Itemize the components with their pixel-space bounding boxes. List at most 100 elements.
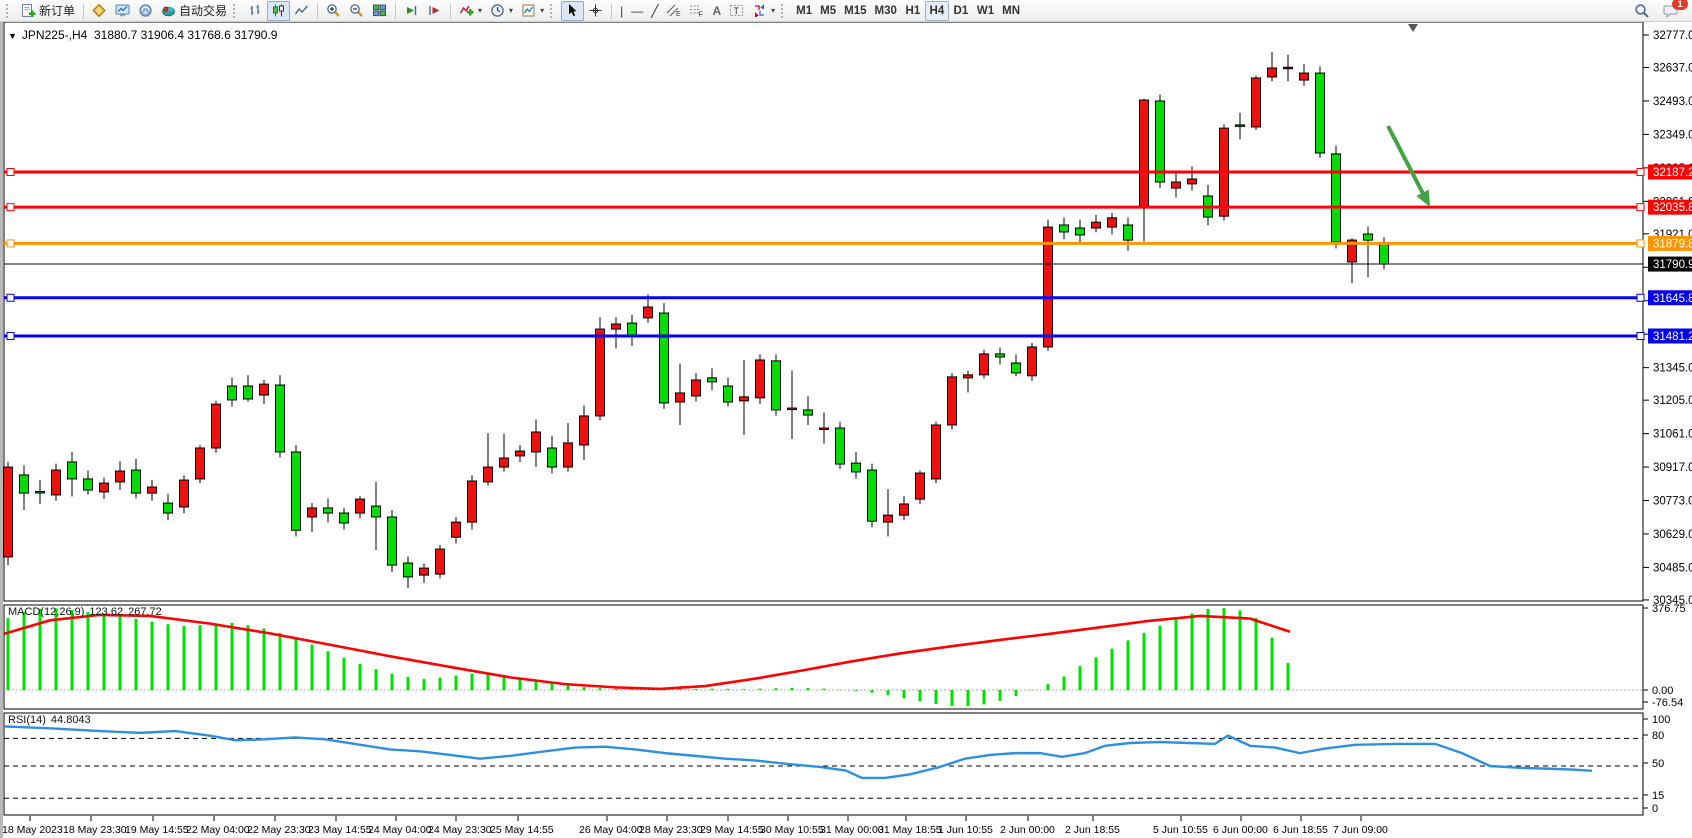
timeframe-h1-button[interactable]: H1 [901, 1, 925, 21]
market-watch-button[interactable] [111, 1, 134, 21]
candlestick[interactable] [1171, 181, 1181, 189]
chart-dropdown-icon[interactable]: ▼ [8, 31, 17, 41]
toolbar-grip[interactable] [233, 3, 240, 18]
indicators-button[interactable]: ▾ [455, 1, 486, 21]
candlestick[interactable] [115, 470, 125, 483]
candlestick[interactable] [1107, 217, 1117, 228]
zoom-out-button[interactable] [345, 1, 368, 21]
bar-chart-button[interactable] [244, 1, 267, 21]
candlestick[interactable] [131, 469, 141, 494]
candlestick[interactable] [867, 469, 877, 522]
candlestick[interactable] [659, 312, 669, 404]
candlestick[interactable] [451, 521, 461, 538]
equidistant-channel-button[interactable]: E [662, 1, 685, 21]
line-handle[interactable] [1636, 293, 1645, 302]
candlestick[interactable] [323, 507, 333, 514]
line-handle[interactable] [6, 167, 15, 176]
candlestick[interactable] [819, 427, 829, 431]
candlestick[interactable] [1155, 100, 1165, 183]
candlestick[interactable] [1283, 66, 1293, 70]
arrows-button[interactable]: ▾ [748, 1, 779, 21]
candlestick[interactable] [1011, 362, 1021, 374]
candlestick[interactable] [163, 502, 173, 514]
horizontal-line-button[interactable]: — [627, 1, 647, 21]
timeframe-m15-button[interactable]: M15 [840, 1, 870, 21]
candlestick[interactable] [515, 450, 525, 457]
candlestick[interactable] [67, 461, 77, 480]
line-handle[interactable] [1636, 203, 1645, 212]
auto-trading-button[interactable]: 自动交易 [157, 1, 231, 21]
candlestick[interactable] [1347, 239, 1357, 263]
new-order-button[interactable]: 新订单 [17, 1, 79, 21]
candlestick[interactable] [403, 562, 413, 578]
vertical-line-button[interactable]: | [616, 1, 627, 21]
candlestick[interactable] [771, 360, 781, 411]
arrow-annotation[interactable] [1386, 125, 1428, 200]
timeframe-m1-button[interactable]: M1 [792, 1, 816, 21]
candlestick[interactable] [1043, 226, 1053, 348]
candlestick[interactable] [1315, 72, 1325, 154]
candlestick[interactable] [1027, 346, 1037, 377]
candlestick[interactable] [739, 396, 749, 402]
search-button[interactable] [1630, 1, 1653, 21]
candlestick[interactable] [947, 376, 957, 426]
candlestick[interactable] [243, 385, 253, 400]
chart-shift-button[interactable] [423, 1, 446, 21]
candlestick[interactable] [627, 322, 637, 337]
candlestick[interactable] [19, 474, 29, 494]
candlestick[interactable] [227, 385, 237, 401]
fibonacci-button[interactable]: F [685, 1, 708, 21]
candlestick[interactable] [291, 451, 301, 531]
line-handle[interactable] [6, 239, 15, 248]
candlestick[interactable] [355, 498, 365, 514]
candlestick[interactable] [499, 457, 509, 468]
candlestick[interactable] [883, 514, 893, 523]
candlestick[interactable] [307, 507, 317, 518]
candlestick[interactable] [755, 359, 765, 399]
candlestick[interactable] [371, 505, 381, 518]
toolbar-grip[interactable] [781, 3, 788, 18]
candlestick-chart-button[interactable] [267, 0, 291, 21]
candlestick[interactable] [675, 392, 685, 403]
candlestick[interactable] [1187, 178, 1197, 185]
timeframe-m5-button[interactable]: M5 [816, 1, 840, 21]
crosshair-button[interactable] [584, 1, 607, 21]
timeframe-mn-button[interactable]: MN [998, 1, 1024, 21]
candlestick[interactable] [195, 447, 205, 480]
candlestick[interactable] [1091, 221, 1101, 229]
candlestick[interactable] [275, 384, 285, 453]
candlestick[interactable] [579, 415, 589, 446]
candlestick[interactable] [931, 424, 941, 480]
zoom-in-button[interactable] [322, 1, 345, 21]
line-handle[interactable] [1636, 167, 1645, 176]
candlestick[interactable] [563, 442, 573, 468]
tile-windows-button[interactable] [368, 1, 391, 21]
candlestick[interactable] [707, 377, 717, 383]
candlestick[interactable] [1235, 124, 1245, 127]
notifications-button[interactable]: 1 [1659, 0, 1688, 21]
auto-scroll-button[interactable] [400, 1, 423, 21]
candlestick[interactable] [899, 503, 909, 516]
candlestick[interactable] [483, 466, 493, 483]
candlestick[interactable] [147, 486, 157, 494]
arrow-annotation-head[interactable] [1416, 189, 1430, 207]
line-handle[interactable] [6, 293, 15, 302]
line-handle[interactable] [6, 203, 15, 212]
candlestick[interactable] [35, 490, 45, 494]
rsi-panel[interactable] [3, 712, 1644, 816]
chart-wizard-button[interactable] [88, 1, 111, 21]
line-chart-button[interactable] [290, 1, 313, 21]
candlestick[interactable] [211, 403, 221, 449]
cursor-button[interactable] [561, 0, 585, 21]
timeframe-h4-button[interactable]: H4 [924, 0, 949, 21]
candlestick[interactable] [1075, 227, 1085, 236]
periods-button[interactable]: ▾ [486, 1, 517, 21]
candlestick[interactable] [963, 374, 973, 379]
candlestick[interactable] [99, 482, 109, 493]
templates-button[interactable]: ▾ [517, 1, 548, 21]
candlestick[interactable] [803, 409, 813, 416]
candlestick[interactable] [1379, 242, 1389, 265]
candlestick[interactable] [387, 516, 397, 566]
candlestick[interactable] [419, 567, 429, 576]
